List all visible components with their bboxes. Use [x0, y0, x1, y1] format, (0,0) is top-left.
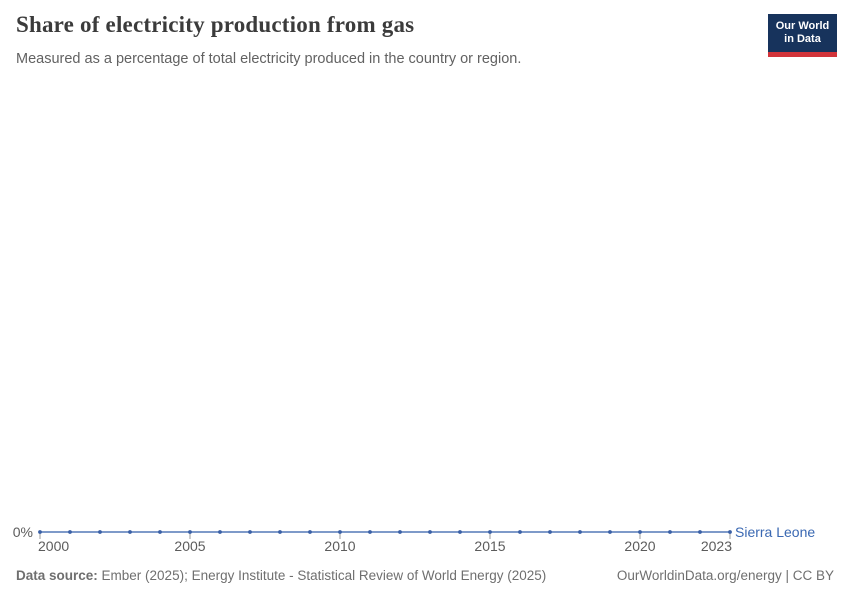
x-tick-label: 2005: [174, 538, 205, 554]
owid-logo-red-bar: [768, 52, 837, 57]
data-point: [398, 530, 402, 534]
data-point: [668, 530, 672, 534]
data-source-label: Data source:: [16, 568, 98, 583]
x-tick-label: 2020: [624, 538, 655, 554]
entity-label[interactable]: Sierra Leone: [735, 524, 815, 540]
x-tick-label: 2015: [474, 538, 505, 554]
x-tick-label: 2000: [38, 538, 69, 554]
data-point: [368, 530, 372, 534]
data-point: [698, 530, 702, 534]
credit-link[interactable]: OurWorldinData.org/energy | CC BY: [616, 568, 834, 583]
data-point: [308, 530, 312, 534]
page-subtitle: Measured as a percentage of total electr…: [16, 51, 522, 67]
data-point: [458, 530, 462, 534]
data-point: [428, 530, 432, 534]
data-point: [638, 530, 642, 534]
data-point: [488, 530, 492, 534]
series-sierra-leone[interactable]: [38, 530, 732, 534]
data-point: [578, 530, 582, 534]
x-tick-label: 2023: [701, 538, 732, 554]
data-point: [38, 530, 42, 534]
owid-logo-text: Our World in Data: [768, 14, 837, 52]
x-axis: 2000 2005 2010 2015 2020 2023: [38, 533, 732, 554]
owid-logo[interactable]: Our World in Data: [768, 14, 837, 57]
data-source[interactable]: Data source: Ember (2025); Energy Instit…: [16, 568, 546, 583]
data-point: [518, 530, 522, 534]
data-point: [728, 530, 732, 534]
x-tick-label: 2010: [324, 538, 355, 554]
page-title: Share of electricity production from gas: [16, 12, 415, 37]
data-point: [278, 530, 282, 534]
data-point: [128, 530, 132, 534]
data-source-text: Ember (2025); Energy Institute - Statist…: [97, 568, 547, 583]
y-axis-label: 0%: [13, 524, 33, 540]
data-point: [248, 530, 252, 534]
data-point: [338, 530, 342, 534]
data-point: [548, 530, 552, 534]
data-point: [188, 530, 192, 534]
data-point: [608, 530, 612, 534]
data-point: [218, 530, 222, 534]
data-point: [98, 530, 102, 534]
data-point: [158, 530, 162, 534]
data-point: [68, 530, 72, 534]
chart-footer: Data source: Ember (2025); Energy Instit…: [16, 568, 834, 583]
